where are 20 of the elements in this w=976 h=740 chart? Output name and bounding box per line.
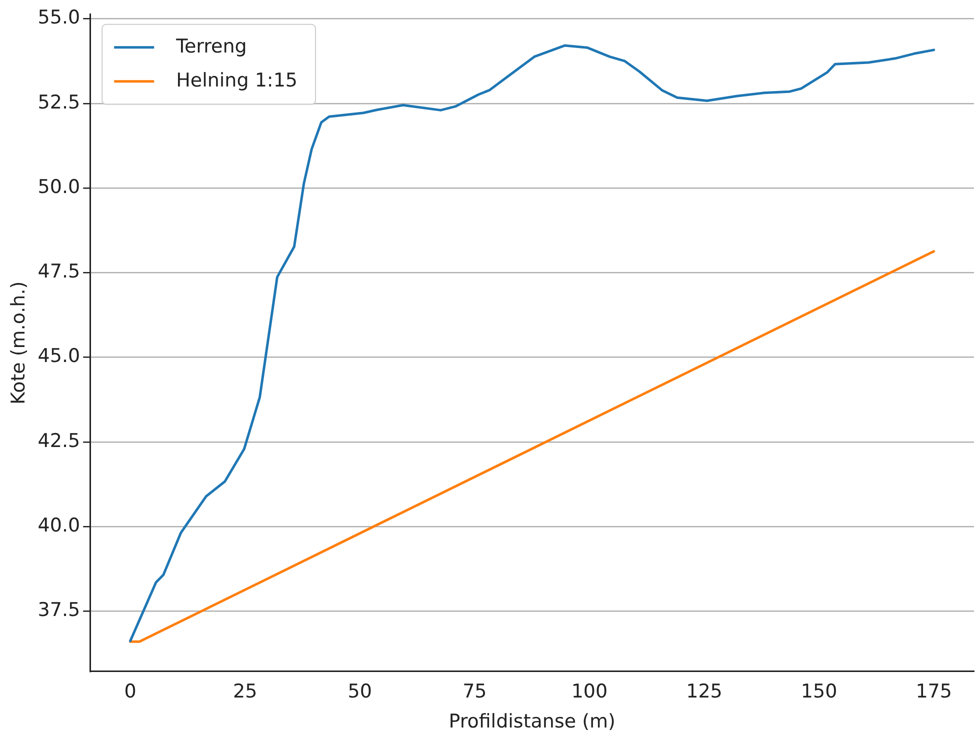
x-tick-label: 0	[124, 680, 136, 703]
y-tick-label: 52.5	[38, 91, 80, 114]
x-tick-label: 175	[916, 680, 952, 703]
y-tick-label: 50.0	[38, 176, 80, 198]
x-tick-label: 125	[686, 680, 722, 703]
legend-label: Helning 1:15	[176, 69, 298, 92]
x-tick-label: 100	[571, 680, 608, 703]
x-tick-label: 25	[232, 680, 258, 703]
legend-label: Terreng	[175, 35, 247, 58]
y-tick-label: 45.0	[38, 345, 80, 368]
x-tick-label: 50	[348, 680, 372, 703]
y-tick-label: 55.0	[38, 6, 80, 29]
y-tick-label: 42.5	[38, 430, 80, 452]
y-tick-label: 40.0	[38, 514, 80, 536]
x-axis-title: Profildistanse (m)	[448, 710, 616, 733]
x-tick-label: 150	[800, 680, 838, 703]
x-tick-label: 75	[462, 680, 487, 703]
y-tick-label: 47.5	[38, 260, 80, 283]
y-axis-title: Kote (m.o.h.)	[7, 281, 30, 404]
y-tick-label: 37.5	[38, 599, 80, 622]
